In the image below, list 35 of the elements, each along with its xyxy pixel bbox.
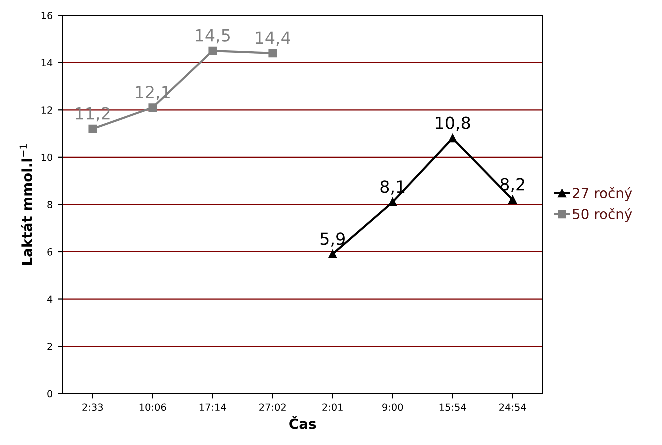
x-tick-label: 27:02 <box>260 404 286 412</box>
x-tick-label: 2:01 <box>322 404 343 412</box>
data-label: 5,9 <box>320 232 345 247</box>
y-tick-label: 2 <box>48 343 52 350</box>
point <box>268 49 278 58</box>
y-tick-label: 10 <box>42 154 53 162</box>
data-label: 14,5 <box>196 30 230 44</box>
data-label: 11,2 <box>76 107 110 122</box>
y-tick-label: 6 <box>48 248 53 256</box>
y-axis-title: Laktát mmol.l$^{−1}$ <box>20 144 32 266</box>
x-tick-label: 10:06 <box>140 404 166 412</box>
y-tick-label: 16 <box>42 12 53 20</box>
y-tick-label: 12 <box>42 106 52 114</box>
data-label: 8,1 <box>380 180 405 195</box>
x-tick-label: 24:54 <box>500 404 526 412</box>
y-tick-label: 4 <box>47 296 53 303</box>
x-axis-title: Čas <box>290 416 316 430</box>
point <box>328 250 338 259</box>
y-tick-label: 8 <box>48 201 52 209</box>
x-tick-label: 9:00 <box>382 404 404 412</box>
x-tick-label: 17:14 <box>200 404 226 411</box>
data-label: 14,4 <box>256 32 290 46</box>
x-tick-label: 2:33 <box>82 404 104 412</box>
point <box>388 198 398 207</box>
point <box>448 134 458 143</box>
y-tick-label: 14 <box>42 59 53 67</box>
data-label: 10,8 <box>436 116 470 132</box>
legend-label: 27 ročný <box>573 187 632 202</box>
legend-label: 50 ročný <box>573 208 632 222</box>
x-tick-label: 15:54 <box>440 404 466 412</box>
point <box>508 196 518 204</box>
point <box>88 124 98 134</box>
point <box>148 104 158 112</box>
y-tick-label: 0 <box>48 390 53 398</box>
point <box>208 46 218 56</box>
